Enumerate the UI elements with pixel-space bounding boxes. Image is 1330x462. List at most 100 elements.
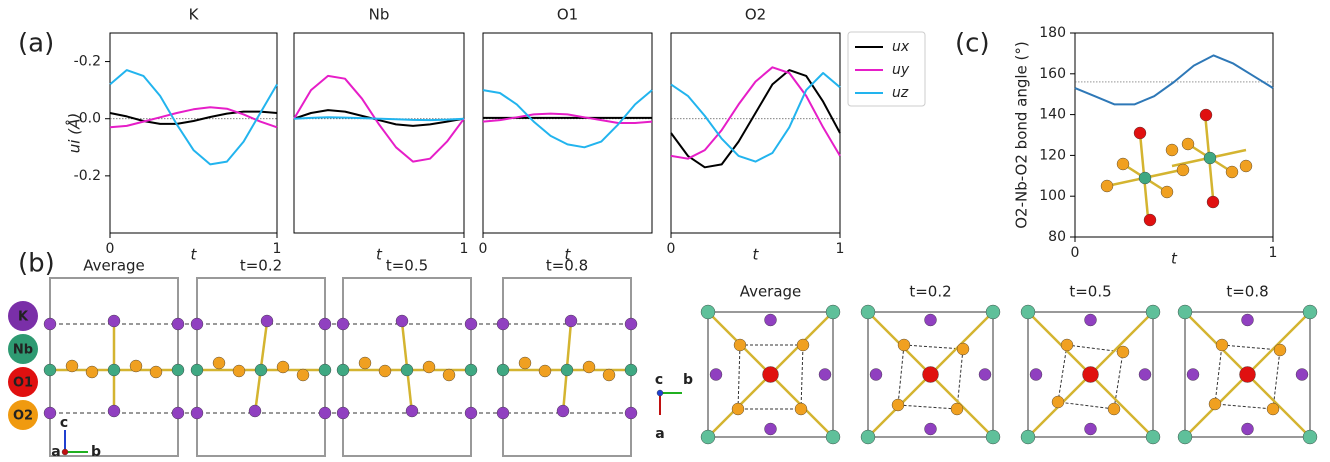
- x-tick-label: 0: [667, 241, 676, 257]
- atom-k: [1241, 313, 1254, 327]
- chart-title: O2: [745, 6, 766, 24]
- atom-o2: [1225, 165, 1239, 179]
- atom-k: [1084, 313, 1097, 327]
- atom-o2: [794, 402, 808, 416]
- atom-nb: [43, 363, 57, 377]
- panel-label: (b): [18, 249, 55, 279]
- atom-nb: [1145, 304, 1161, 320]
- x-tick-label: 0: [479, 241, 488, 257]
- atom-k: [190, 317, 204, 331]
- panel-label: (c): [955, 29, 990, 59]
- atom-nb: [336, 363, 350, 377]
- atom-o2: [602, 368, 616, 382]
- octahedron-dash: [1057, 344, 1124, 410]
- atom-o2: [296, 368, 310, 382]
- atom-nb: [1138, 171, 1152, 185]
- atom-nb: [860, 304, 876, 320]
- view-title: t=0.2: [240, 257, 282, 275]
- atom-o2: [582, 360, 596, 374]
- y-tick-label: 100: [1039, 188, 1066, 204]
- atom-o2: [1181, 137, 1195, 151]
- element-label: Nb: [13, 343, 33, 358]
- legend-label: uy: [892, 62, 910, 78]
- atom-o2: [956, 342, 970, 356]
- data-line: [293, 109, 465, 127]
- axis-label: c: [655, 372, 663, 388]
- x-tick-label: 1: [1269, 245, 1278, 261]
- element-label: K: [18, 310, 29, 325]
- atom-nb: [1302, 304, 1318, 320]
- atom-nb: [560, 363, 574, 377]
- y-tick-label: 160: [1039, 66, 1066, 82]
- x-axis-label: t: [1171, 250, 1178, 268]
- atom-nb: [985, 429, 1001, 445]
- atom-nb: [825, 304, 841, 320]
- axis-label: b: [91, 444, 101, 460]
- atom-k: [1186, 368, 1200, 381]
- atom-k: [1295, 368, 1309, 381]
- atom-k: [190, 406, 204, 420]
- atom-k: [924, 313, 937, 327]
- atom-o2: [1107, 402, 1121, 416]
- chart-title: K: [189, 6, 200, 24]
- plot-frame: [482, 32, 653, 234]
- atom-o2: [1116, 345, 1130, 359]
- x-axis-label: t: [376, 246, 383, 264]
- view-title: Average: [740, 283, 802, 301]
- atom-o2: [1239, 159, 1253, 173]
- atom-o1: [922, 366, 939, 383]
- atom-o2: [1176, 163, 1190, 177]
- chart-title: O1: [557, 6, 578, 24]
- atom-k: [764, 313, 777, 327]
- atom-o2: [891, 398, 905, 412]
- atom-o2: [1116, 157, 1130, 171]
- atom-k: [464, 317, 478, 331]
- atom-o1: [762, 366, 779, 383]
- y-tick-label: 80: [1048, 229, 1066, 245]
- atom-k: [336, 317, 350, 331]
- axis-label: a: [51, 444, 60, 460]
- atom-k: [464, 406, 478, 420]
- view-title: Average: [83, 257, 145, 275]
- chart-title: Nb: [369, 6, 390, 24]
- atom-nb: [107, 363, 121, 377]
- data-line: [1074, 54, 1274, 106]
- atom-k: [496, 406, 510, 420]
- y-axis-label: O2-Nb-O2 bond angle (°): [1013, 41, 1031, 229]
- atom-o2: [422, 360, 436, 374]
- legend-label: uz: [892, 85, 909, 101]
- atom-nb: [624, 363, 638, 377]
- element-label: O1: [13, 376, 33, 391]
- data-line: [109, 69, 278, 166]
- cell-box: [1027, 311, 1154, 438]
- atom-k: [1241, 422, 1254, 436]
- atom-o2: [1160, 185, 1174, 199]
- x-tick-label: 0: [1071, 245, 1080, 261]
- atom-o1: [1239, 366, 1256, 383]
- atom-k: [869, 368, 883, 381]
- atom-k: [107, 314, 121, 328]
- atom-nb: [700, 304, 716, 320]
- atom-nb: [464, 363, 478, 377]
- atom-o2: [1051, 395, 1065, 409]
- atom-o2: [442, 368, 456, 382]
- view-title: t=0.8: [1226, 283, 1268, 301]
- data-line: [670, 66, 841, 160]
- plot-frame: [109, 32, 278, 234]
- atom-k: [171, 406, 185, 420]
- element-label: O2: [13, 409, 33, 424]
- atom-nb: [985, 304, 1001, 320]
- axis-label: b: [683, 372, 693, 388]
- y-tick-label: 140: [1039, 107, 1066, 123]
- atom-o2: [1266, 402, 1280, 416]
- atom-k: [1029, 368, 1043, 381]
- atom-nb: [1177, 429, 1193, 445]
- plot-frame: [670, 32, 841, 234]
- atom-nb: [1177, 304, 1193, 320]
- atom-o2: [85, 365, 99, 379]
- atom-o2: [129, 359, 143, 373]
- view-title: t=0.8: [546, 257, 588, 275]
- axis-label: a: [655, 426, 664, 442]
- atom-o2: [538, 364, 552, 378]
- atom-o2: [796, 338, 810, 352]
